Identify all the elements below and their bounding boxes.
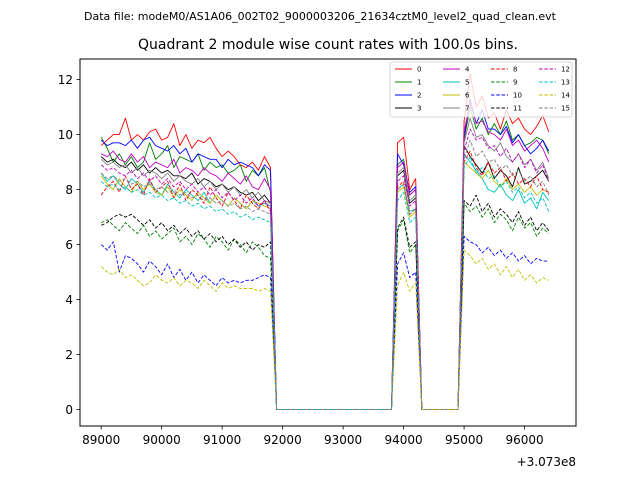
x-tick-label: 89000: [82, 433, 120, 447]
legend-label-4: 4: [465, 66, 470, 74]
axes-frame: [79, 58, 577, 427]
series-line-13: [100, 156, 550, 410]
figure-suptitle: Data file: modeM0/AS1A06_002T02_90000032…: [84, 10, 557, 23]
y-tick-label: 10: [58, 128, 73, 142]
legend-label-11: 11: [513, 105, 522, 113]
y-tick-label: 2: [65, 348, 73, 362]
x-tick-label: 91000: [203, 433, 241, 447]
plot-lines: [100, 73, 550, 410]
legend-label-5: 5: [465, 79, 469, 87]
legend-box: [389, 61, 573, 118]
legend-label-6: 6: [465, 92, 470, 100]
legend-label-7: 7: [465, 105, 469, 113]
legend-label-10: 10: [513, 92, 522, 100]
legend-label-15: 15: [561, 105, 570, 113]
legend-label-3: 3: [417, 105, 421, 113]
y-tick-label: 4: [65, 293, 73, 307]
series-line-8: [100, 150, 549, 410]
legend-label-14: 14: [561, 92, 570, 100]
legend-label-12: 12: [561, 66, 570, 74]
legend-label-1: 1: [417, 79, 421, 87]
series-line-15: [100, 139, 550, 410]
chart-title: Quadrant 2 module wise count rates with …: [138, 37, 518, 53]
x-tick-label: 93000: [324, 433, 362, 447]
legend-label-13: 13: [561, 79, 570, 87]
y-tick-label: 0: [65, 403, 73, 417]
x-tick-label: 95000: [445, 433, 483, 447]
x-tick-label: 92000: [264, 433, 302, 447]
legend-label-9: 9: [513, 79, 517, 87]
legend-label-8: 8: [513, 66, 517, 74]
y-tick-label: 6: [65, 238, 73, 252]
x-tick-label: 94000: [385, 433, 423, 447]
y-tick-label: 8: [65, 183, 73, 197]
axes-ticks: 89000 90000 91000 92000 93000 94000 95000 96000…: [58, 73, 544, 447]
x-tick-label: 96000: [505, 433, 543, 447]
x-tick-label: 90000: [143, 433, 181, 447]
legend-label-0: 0: [417, 66, 421, 74]
legend-label-2: 2: [417, 92, 421, 100]
x-offset-label: +3.073e8: [517, 455, 576, 469]
series-line-9: [101, 202, 550, 410]
y-tick-label: 12: [58, 73, 73, 87]
